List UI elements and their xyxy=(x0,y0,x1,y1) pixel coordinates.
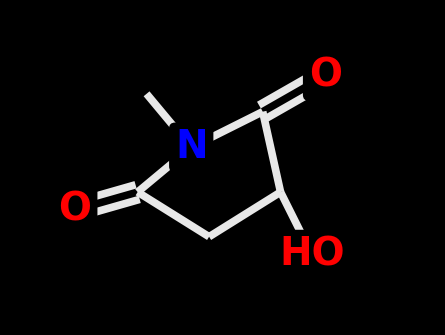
Text: HO: HO xyxy=(279,236,344,274)
Text: N: N xyxy=(175,128,207,166)
Text: O: O xyxy=(59,191,92,229)
Text: O: O xyxy=(309,57,342,95)
